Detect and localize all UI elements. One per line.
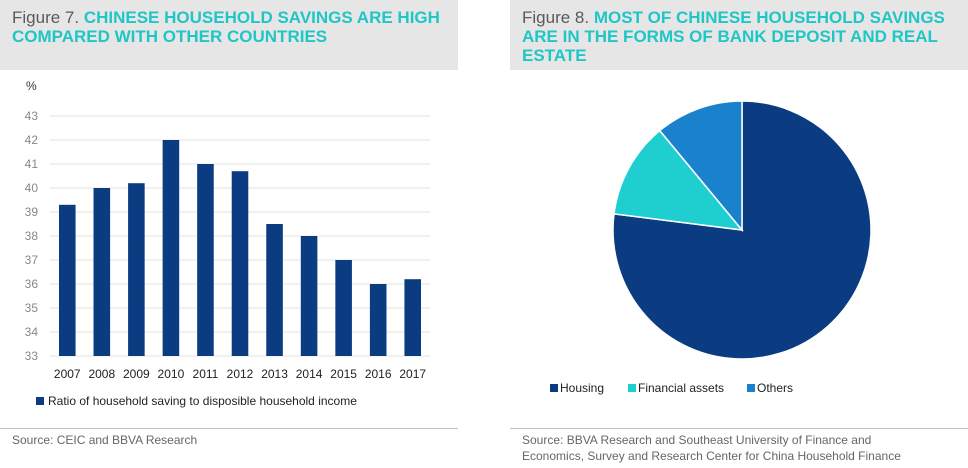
- bar-2007: [58, 204, 76, 356]
- x-tick-label: 2017: [399, 367, 426, 381]
- y-tick-label: 42: [25, 133, 39, 147]
- bar-2011: [197, 164, 214, 356]
- y-tick-label: 39: [25, 205, 39, 219]
- legend-swatch: [36, 397, 44, 405]
- bar-2010: [162, 140, 180, 356]
- figure8-panel: Figure 8. MOST OF CHINESE HOUSEHOLD SAVI…: [510, 0, 968, 468]
- legend-label-financial-assets: Financial assets: [638, 381, 724, 395]
- x-tick-label: 2009: [123, 367, 150, 381]
- bar-2013: [266, 224, 283, 356]
- bar-2008: [93, 188, 111, 356]
- figure7-panel: Figure 7. CHINESE HOUSEHOLD SAVINGS ARE …: [0, 0, 458, 468]
- x-tick-label: 2011: [193, 367, 219, 381]
- legend-swatch-housing: [550, 384, 558, 392]
- x-tick-label: 2010: [158, 367, 185, 381]
- legend-label-others: Others: [757, 381, 793, 395]
- pie-slice-others: [658, 100, 743, 233]
- figure7-title: CHINESE HOUSEHOLD SAVINGS ARE HIGH COMPA…: [12, 8, 440, 46]
- figure8-source-line2: Economics, Survey and Research Center fo…: [522, 449, 901, 463]
- x-tick-label: 2008: [88, 367, 115, 381]
- figure8-title-box: Figure 8. MOST OF CHINESE HOUSEHOLD SAVI…: [510, 0, 968, 70]
- x-tick-label: 2014: [296, 367, 323, 381]
- bar-2016: [369, 284, 387, 356]
- bar-chart: % 33 34 35 36 37 38 39 40 41 42 43 2007 2008 2009 2010 2…: [25, 79, 430, 408]
- y-tick-label: 37: [25, 253, 39, 267]
- x-tick-label: 2007: [54, 367, 81, 381]
- x-tick-label: 2015: [330, 367, 357, 381]
- y-tick-label: 36: [25, 277, 39, 291]
- bar-2015: [335, 260, 352, 356]
- bar-2012: [231, 171, 249, 356]
- figure8-title: MOST OF CHINESE HOUSEHOLD SAVINGS ARE IN…: [522, 8, 945, 65]
- bar-2017: [404, 279, 422, 356]
- x-tick-label: 2016: [365, 367, 392, 381]
- y-tick-label: 33: [25, 349, 39, 363]
- legend-label: Ratio of household saving to disposible …: [48, 394, 357, 408]
- figure8-number: Figure 8.: [522, 8, 590, 27]
- bar-2014: [300, 236, 318, 356]
- figure7-title-box: Figure 7. CHINESE HOUSEHOLD SAVINGS ARE …: [0, 0, 458, 70]
- y-tick-label: 43: [25, 109, 39, 123]
- figure8-source-rule: [510, 428, 968, 429]
- figure7-source: Source: CEIC and BBVA Research: [12, 433, 198, 447]
- figure8-source-line1: Source: BBVA Research and Southeast Univ…: [522, 433, 872, 447]
- y-tick-label: 34: [25, 325, 39, 339]
- figure7-number: Figure 7.: [12, 8, 80, 27]
- bar-2009: [128, 183, 145, 356]
- legend-label-housing: Housing: [560, 381, 604, 395]
- y-axis-label: %: [26, 79, 37, 93]
- legend-swatch-financial-assets: [628, 384, 636, 392]
- figure7-source-rule: [0, 428, 458, 429]
- y-tick-label: 40: [25, 181, 39, 195]
- pie-slice-financial-assets: [613, 129, 744, 231]
- y-tick-label: 41: [25, 157, 39, 171]
- y-tick-label: 35: [25, 301, 39, 315]
- pie-slice-housing: [612, 100, 872, 360]
- pie-chart: Housing Financial assets Others: [550, 100, 872, 395]
- legend-swatch-others: [747, 384, 755, 392]
- x-tick-label: 2013: [261, 367, 288, 381]
- x-tick-label: 2012: [227, 367, 254, 381]
- y-tick-label: 38: [25, 229, 39, 243]
